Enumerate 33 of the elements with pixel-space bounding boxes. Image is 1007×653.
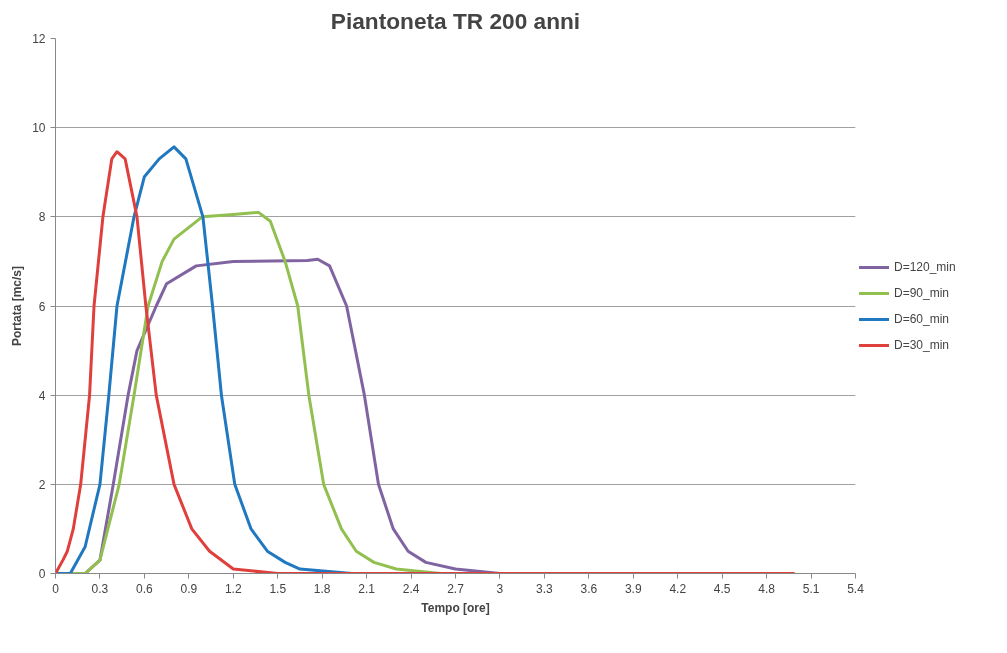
legend-label: D=120_min (894, 259, 956, 274)
x-tick-label: 2.7 (447, 581, 465, 596)
y-tick-label: 10 (32, 121, 46, 136)
y-tick-label: 12 (32, 32, 46, 46)
x-tick-label: 0.3 (91, 581, 109, 596)
x-tick-label: 3.3 (536, 581, 554, 596)
x-tick-label: 0.6 (136, 581, 154, 596)
y-tick-label: 2 (38, 477, 46, 492)
x-tick-label: 3.9 (624, 581, 642, 596)
x-tick-label: 1.2 (224, 581, 242, 596)
x-tick-label: 5.1 (802, 581, 820, 596)
y-axis-title: Portata [mc/s] (10, 265, 25, 347)
legend-label: D=60_min (894, 311, 950, 326)
x-tick-label: 2.4 (402, 581, 420, 596)
x-tick-label: 3.6 (580, 581, 598, 596)
y-tick-label: 4 (38, 388, 46, 403)
x-tick-label: 1.8 (313, 581, 331, 596)
x-tick-label: 4.2 (669, 581, 687, 596)
legend-label: D=30_min (894, 337, 950, 352)
x-tick-label: 1.5 (269, 581, 287, 596)
x-tick-label: 4.5 (713, 581, 731, 596)
x-tick-label: 0.9 (180, 581, 198, 596)
x-tick-label: 4.8 (758, 581, 776, 596)
y-tick-label: 6 (38, 299, 46, 314)
chart-title: Piantoneta TR 200 anni (330, 7, 581, 34)
x-tick-label: 5.4 (847, 581, 865, 596)
x-tick-label: 0 (52, 581, 60, 596)
x-tick-label: 2.1 (358, 581, 376, 596)
y-tick-label: 8 (38, 210, 46, 225)
x-axis-title: Tempo [ore] (421, 600, 490, 615)
y-tick-label: 0 (38, 567, 46, 581)
legend-label: D=90_min (894, 285, 950, 300)
x-tick-label: 3 (496, 581, 504, 596)
